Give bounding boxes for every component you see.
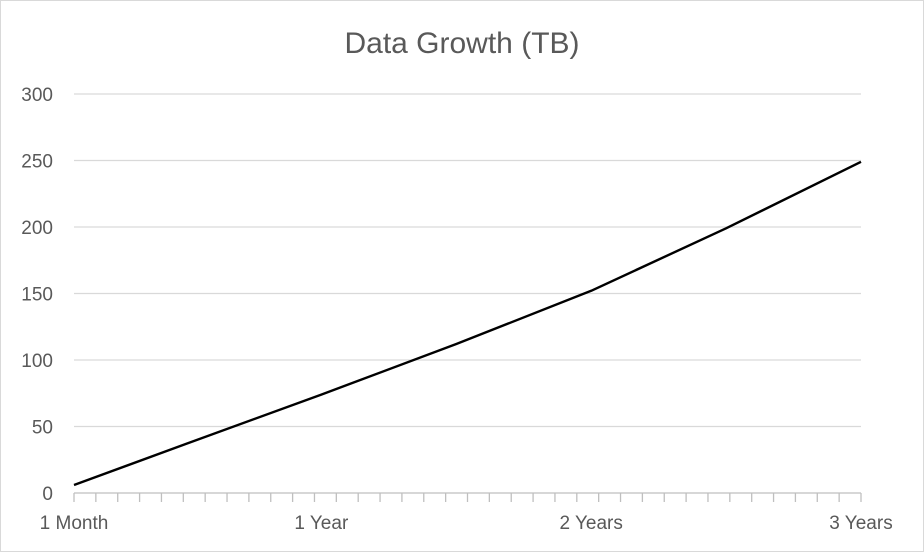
y-tick-label: 0 <box>42 484 53 505</box>
y-tick-label: 150 <box>21 285 53 306</box>
x-axis <box>73 492 862 502</box>
gridlines <box>74 93 861 428</box>
x-tick-label: 1 Year <box>294 513 349 534</box>
y-tick-label: 200 <box>21 218 53 239</box>
series-line-0 <box>73 160 862 487</box>
y-tick-label: 50 <box>32 418 53 439</box>
x-tick-label: 1 Month <box>40 513 109 534</box>
y-tick-label: 300 <box>21 85 53 106</box>
chart-title: Data Growth (TB) <box>344 27 579 60</box>
y-axis-tick-labels: 0 50 100 150 200 250 300 <box>21 85 53 505</box>
x-tick-label: 2 Years <box>559 513 622 534</box>
series-layer <box>73 160 862 487</box>
x-axis-tick-labels: 1 Month 1 Year 2 Years 3 Years <box>40 513 893 534</box>
x-tick-label: 3 Years <box>829 513 892 534</box>
y-tick-label: 100 <box>21 351 53 372</box>
y-tick-label: 250 <box>21 152 53 173</box>
